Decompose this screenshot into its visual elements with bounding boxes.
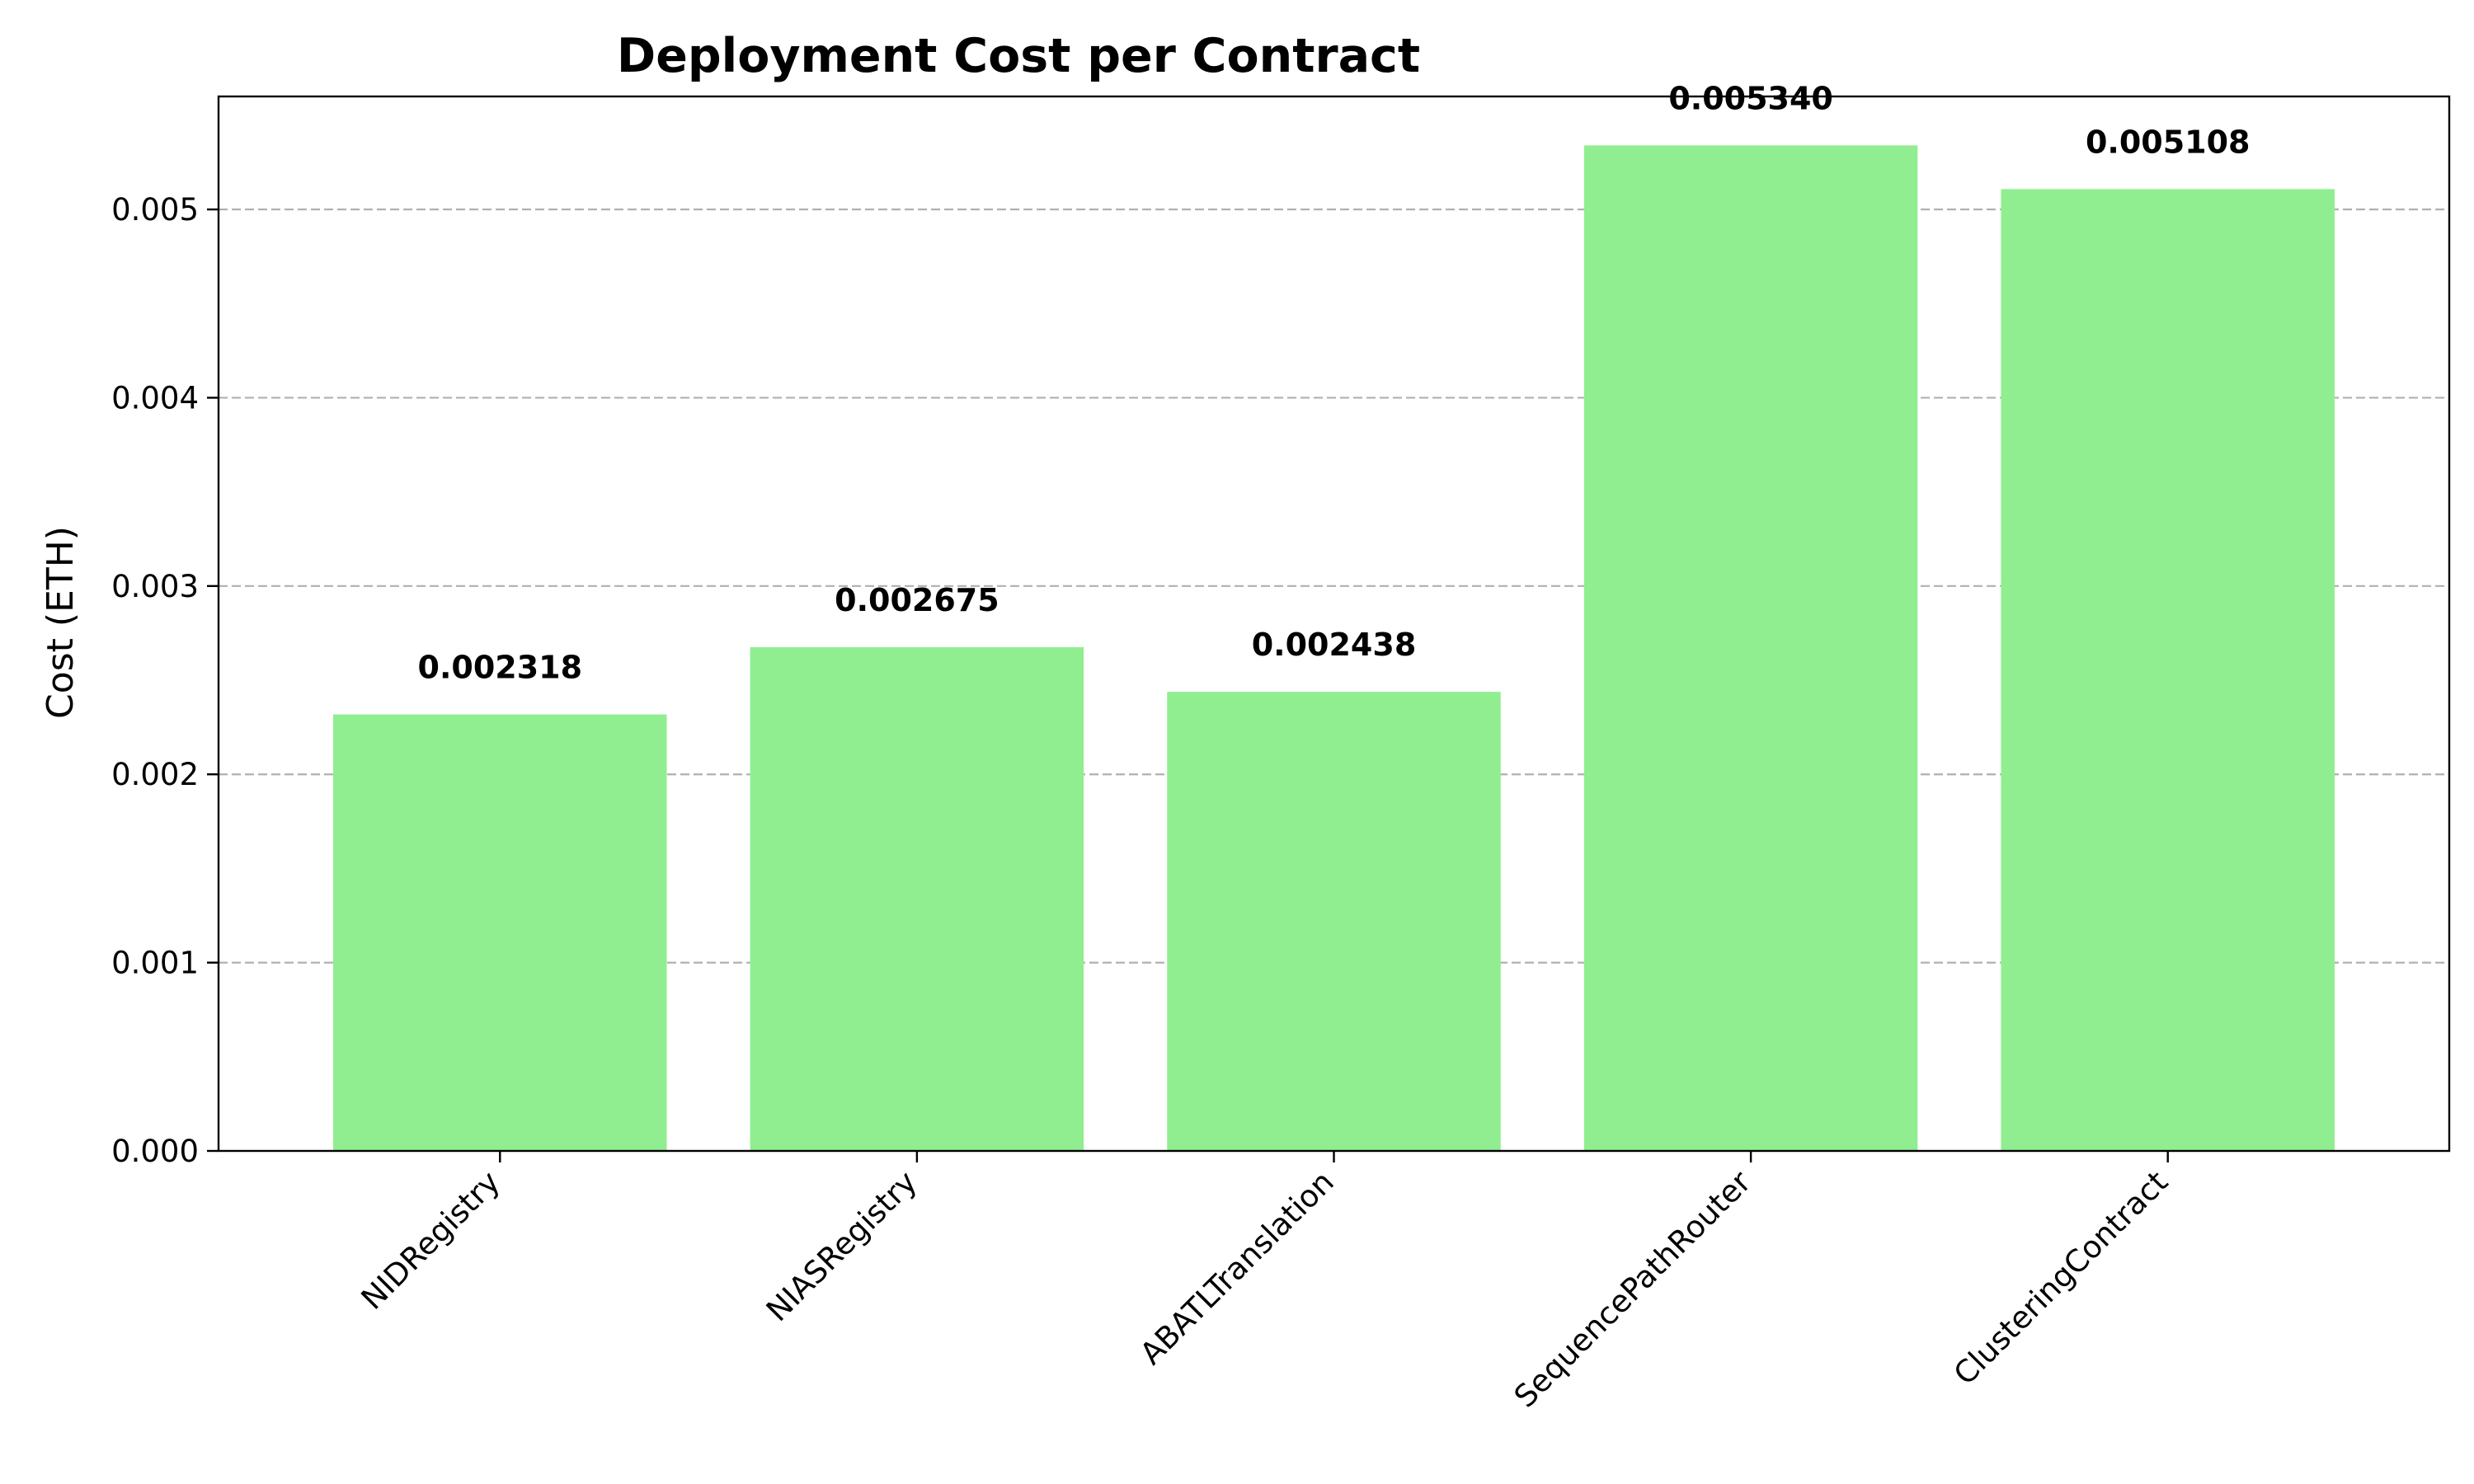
bar-NIDRegistry — [333, 714, 667, 1151]
data-label-NIASRegistry: 0.002675 — [835, 582, 999, 618]
y-tick-label: 0.000 — [111, 1134, 199, 1169]
bar-ABATLTranslation — [1167, 692, 1501, 1151]
x-tick-label-NIDRegistry: NIDRegistry — [355, 1164, 507, 1317]
x-tick-label-ABATLTranslation: ABATLTranslation — [1133, 1164, 1341, 1372]
x-tick-label-SequencePathRouter: SequencePathRouter — [1507, 1163, 1758, 1414]
data-label-ABATLTranslation: 0.002438 — [1252, 627, 1417, 663]
x-tick-label-ClusteringContract: ClusteringContract — [1947, 1164, 2175, 1392]
x-tick-label-NIASRegistry: NIASRegistry — [760, 1164, 924, 1328]
bar-ClusteringContract — [2001, 189, 2335, 1152]
y-tick-label: 0.005 — [111, 192, 199, 228]
y-tick-label: 0.001 — [111, 946, 199, 981]
bar-NIASRegistry — [750, 647, 1084, 1151]
data-label-SequencePathRouter: 0.005340 — [1668, 80, 1833, 116]
y-tick-label: 0.002 — [111, 757, 199, 792]
y-tick-label: 0.003 — [111, 569, 199, 604]
bars — [333, 145, 2335, 1152]
y-axis-label: Cost (ETH) — [40, 526, 82, 719]
y-tick-label: 0.004 — [111, 380, 199, 416]
chart-title: Deployment Cost per Contract — [617, 29, 1420, 83]
data-label-NIDRegistry: 0.002318 — [418, 650, 583, 686]
data-label-ClusteringContract: 0.005108 — [2086, 124, 2251, 160]
data-labels: 0.002318 0.002675 0.002438 0.005340 0.005108 — [418, 80, 2251, 685]
bar-SequencePathRouter — [1583, 145, 1918, 1152]
